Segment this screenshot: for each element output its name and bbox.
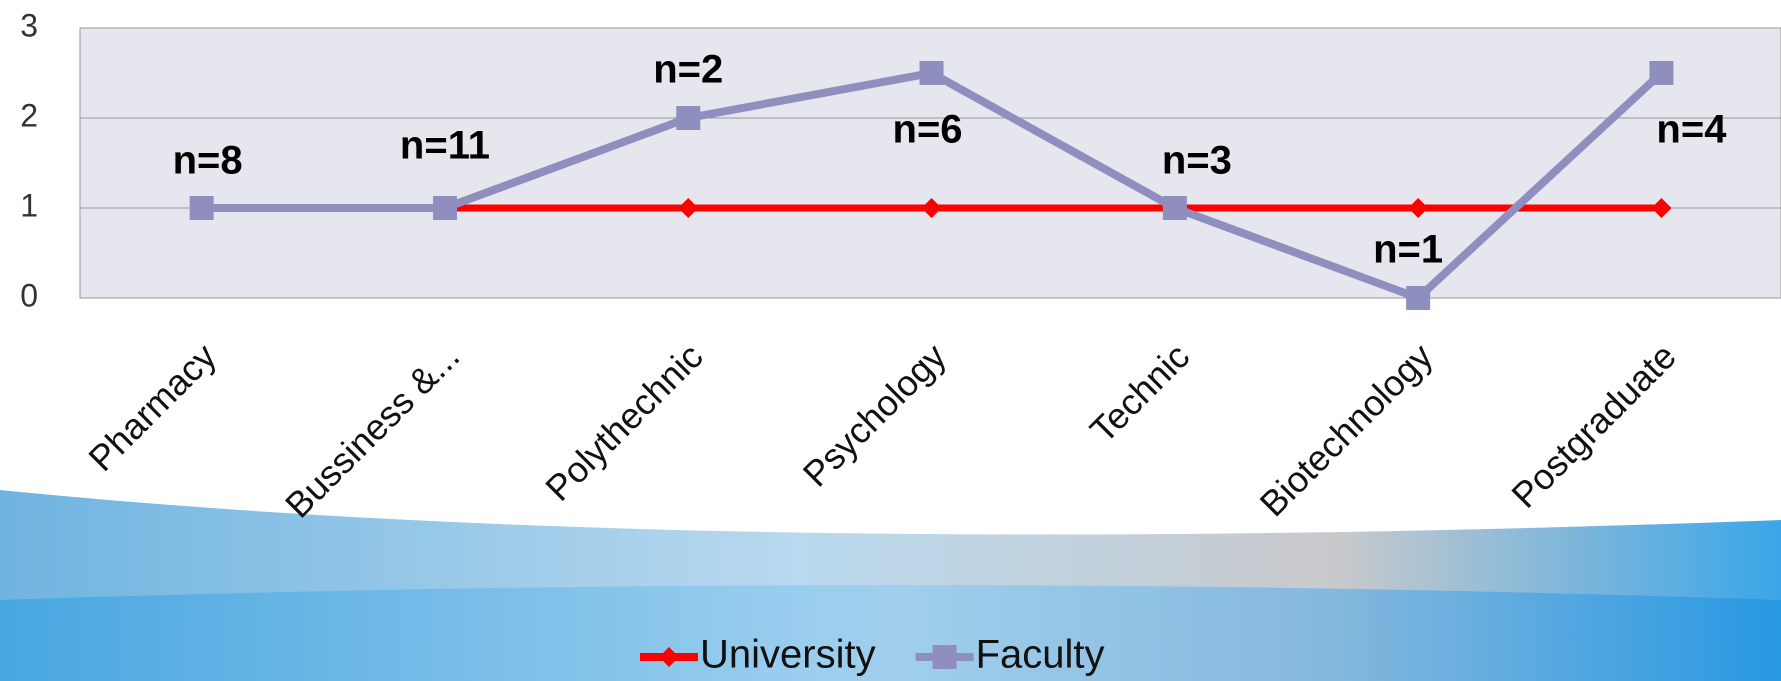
legend-label: University xyxy=(700,633,876,677)
annotation: n=6 xyxy=(893,108,963,152)
legend-marker xyxy=(932,645,957,669)
x-tick-label: Polythechnic xyxy=(537,335,710,508)
legend-marker xyxy=(659,647,679,667)
marker xyxy=(1649,61,1674,85)
annotation: n=11 xyxy=(400,124,490,168)
marker xyxy=(432,196,457,220)
marker xyxy=(676,106,701,130)
y-tick-label: 1 xyxy=(20,187,38,223)
y-tick-label: 2 xyxy=(20,97,38,133)
x-tick-label: Technic xyxy=(1082,335,1197,450)
marker xyxy=(678,198,699,218)
marker xyxy=(919,61,944,85)
marker xyxy=(189,196,214,220)
x-tick-label: Biotechnology xyxy=(1252,335,1441,524)
annotation: n=1 xyxy=(1373,228,1443,272)
x-tick-label: Bussiness &... xyxy=(277,335,467,525)
x-tick-label: Psychology xyxy=(795,335,954,494)
marker xyxy=(1651,198,1672,218)
x-tick-label: Pharmacy xyxy=(80,335,224,479)
background-swoosh xyxy=(0,585,1781,681)
annotation: n=4 xyxy=(1656,108,1727,152)
y-tick-label: 3 xyxy=(20,7,38,43)
marker xyxy=(1162,196,1187,220)
marker xyxy=(921,198,942,218)
annotation: n=3 xyxy=(1162,139,1232,183)
y-tick-label: 0 xyxy=(20,277,38,313)
marker xyxy=(1408,198,1429,218)
marker xyxy=(1406,286,1431,310)
x-tick-label: Postgraduate xyxy=(1503,335,1683,515)
legend-label: Faculty xyxy=(976,633,1105,677)
annotation: n=8 xyxy=(173,139,243,183)
annotation: n=2 xyxy=(653,48,723,92)
